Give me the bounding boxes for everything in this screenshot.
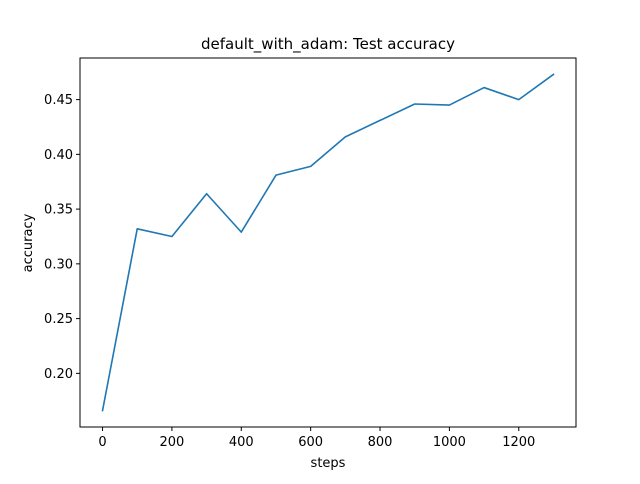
x-tick-label: 1000	[433, 435, 466, 450]
plot-area: 0 200 400 600 800 1000 1200 0.20 0.25 0.30 0.35 0.4…	[44, 57, 577, 450]
y-tick-label: 0.35	[44, 203, 73, 218]
data-series-line	[101, 73, 555, 412]
y-axis-label: accuracy	[21, 213, 36, 272]
x-tick-label: 0	[98, 435, 106, 450]
y-tick-label: 0.25	[44, 312, 73, 327]
x-tick-label: 1200	[502, 435, 535, 450]
x-tick-label: 200	[160, 435, 185, 450]
y-tick-label: 0.45	[44, 93, 73, 108]
x-tick-label: 600	[298, 435, 323, 450]
plot-frame	[79, 57, 577, 428]
y-tick-label: 0.30	[44, 257, 73, 272]
y-tick-label: 0.20	[44, 367, 73, 382]
chart-title: default_with_adam: Test accuracy	[201, 35, 455, 54]
x-tick-label: 800	[368, 435, 393, 450]
x-axis-label: steps	[311, 456, 346, 471]
x-tick-label: 400	[229, 435, 254, 450]
y-tick-label: 0.40	[44, 148, 73, 163]
